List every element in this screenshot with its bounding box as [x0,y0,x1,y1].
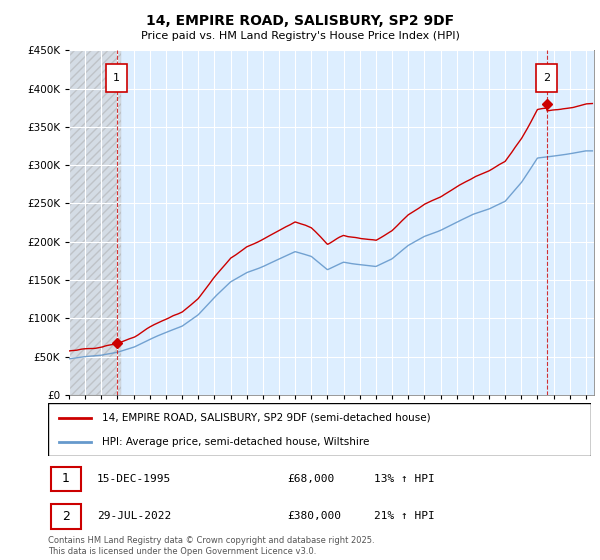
FancyBboxPatch shape [536,64,557,92]
Text: 2: 2 [543,73,550,83]
Text: £380,000: £380,000 [287,511,341,521]
Text: 13% ↑ HPI: 13% ↑ HPI [374,474,434,484]
Text: 14, EMPIRE ROAD, SALISBURY, SP2 9DF (semi-detached house): 14, EMPIRE ROAD, SALISBURY, SP2 9DF (sem… [103,413,431,423]
FancyBboxPatch shape [51,466,80,491]
Text: HPI: Average price, semi-detached house, Wiltshire: HPI: Average price, semi-detached house,… [103,437,370,447]
Text: 14, EMPIRE ROAD, SALISBURY, SP2 9DF: 14, EMPIRE ROAD, SALISBURY, SP2 9DF [146,14,454,28]
FancyBboxPatch shape [48,403,591,456]
Text: 21% ↑ HPI: 21% ↑ HPI [374,511,434,521]
Text: 1: 1 [62,472,70,485]
Text: Price paid vs. HM Land Registry's House Price Index (HPI): Price paid vs. HM Land Registry's House … [140,31,460,41]
Text: 1: 1 [113,73,120,83]
FancyBboxPatch shape [106,64,127,92]
Text: 15-DEC-1995: 15-DEC-1995 [97,474,171,484]
Text: £68,000: £68,000 [287,474,334,484]
Text: 29-JUL-2022: 29-JUL-2022 [97,511,171,521]
Text: 2: 2 [62,510,70,523]
Text: Contains HM Land Registry data © Crown copyright and database right 2025.
This d: Contains HM Land Registry data © Crown c… [48,536,374,556]
FancyBboxPatch shape [51,505,80,529]
